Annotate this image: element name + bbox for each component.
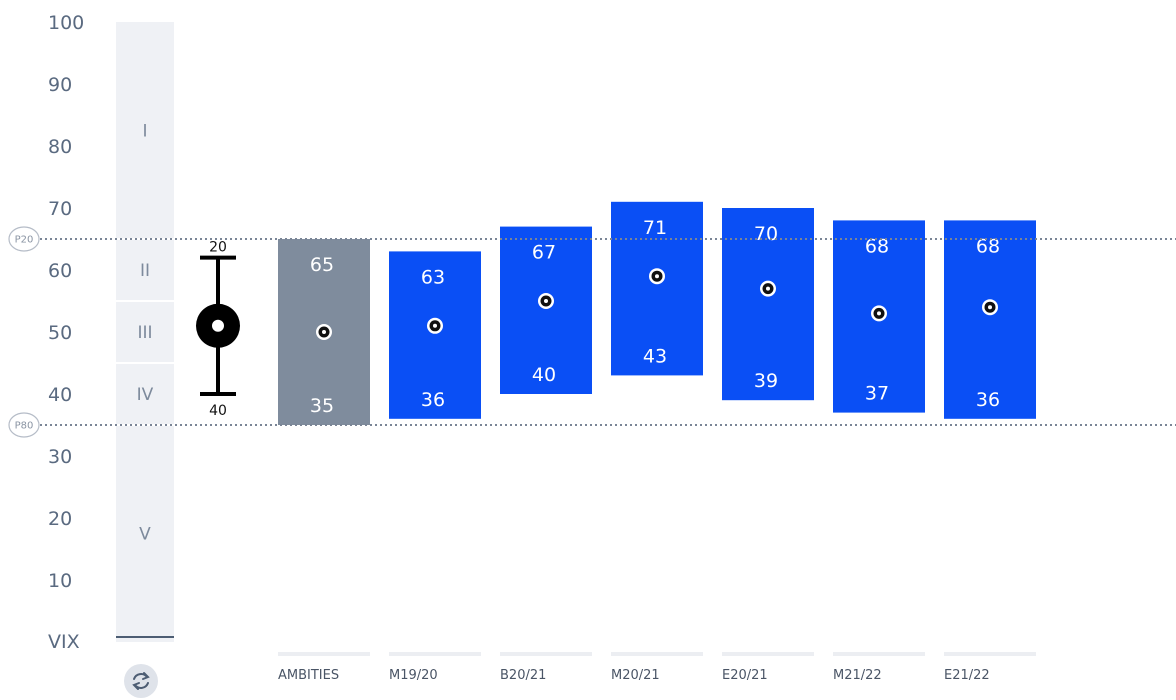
bar-high-label: 63 xyxy=(421,266,445,288)
bar-mid-marker-center xyxy=(655,274,659,279)
bar-B20/21 xyxy=(500,226,592,394)
band-4 xyxy=(116,363,174,425)
x-axis-labels: AMBITIES M19/20 B20/21 M20/21 E20/21 M21/22 E2… xyxy=(278,668,990,683)
x-tick-label: M21/22 xyxy=(833,668,882,683)
cat-baseline xyxy=(611,652,703,656)
bar-low-label: 40 xyxy=(532,364,556,386)
y-tick-label: 50 xyxy=(48,322,72,344)
bar-M19/20 xyxy=(389,251,481,419)
bar-high-label: 68 xyxy=(865,235,889,257)
bar-low-label: 39 xyxy=(754,370,778,392)
y-axis-ticks: 10 20 30 40 50 60 70 80 90 100 xyxy=(48,12,84,592)
x-tick-label: E20/21 xyxy=(722,668,768,683)
y-tick-label: 90 xyxy=(48,74,72,96)
cat-baseline xyxy=(833,652,925,656)
band-label: V xyxy=(139,525,151,545)
bar-mid-marker-center xyxy=(988,305,992,310)
cat-baseline xyxy=(278,652,370,656)
x-tick-label: E21/22 xyxy=(944,668,990,683)
y-tick-label: 70 xyxy=(48,198,72,220)
refresh-icon xyxy=(132,672,150,690)
band-label: IV xyxy=(137,385,154,405)
y-axis-label: VIX xyxy=(48,631,80,653)
cat-baseline xyxy=(500,652,592,656)
bar-mid-marker-center xyxy=(322,330,326,334)
cat-baseline xyxy=(944,652,1036,656)
bar-high-label: 65 xyxy=(310,254,334,276)
band-label: II xyxy=(140,261,150,281)
ambition-bottom-label: 40 xyxy=(209,403,227,419)
ref-badge-P80 xyxy=(8,412,40,438)
bar-M20/21 xyxy=(611,201,703,376)
bar-low-label: 43 xyxy=(643,345,667,367)
bar-mid-marker-center xyxy=(433,323,437,328)
bar-low-label: 37 xyxy=(865,383,889,405)
bar-E21/22 xyxy=(944,220,1036,419)
bar-high-label: 70 xyxy=(754,223,778,245)
refresh-button[interactable] xyxy=(124,664,158,698)
y-tick-label: 30 xyxy=(48,446,72,468)
x-tick-label: M19/20 xyxy=(389,668,438,683)
ref-badge-label: P80 xyxy=(15,421,34,432)
band-label: I xyxy=(142,122,147,142)
band-label: III xyxy=(137,323,152,343)
x-tick-label: B20/21 xyxy=(500,668,546,683)
cat-baseline xyxy=(722,652,814,656)
y-tick-label: 20 xyxy=(48,508,72,530)
bar-low-label: 36 xyxy=(976,389,1000,411)
ambition-mid-marker-center xyxy=(212,319,224,332)
bar-low-label: 35 xyxy=(310,395,334,417)
bar-mid-marker-center xyxy=(766,286,770,291)
y-tick-label: 60 xyxy=(48,260,72,282)
band-5 xyxy=(116,425,174,642)
bar-mid-marker-center xyxy=(544,299,548,303)
cat-baselines xyxy=(278,652,1036,656)
reference-lines: P20 P80 xyxy=(8,226,1176,438)
bar-E20/21 xyxy=(722,208,814,401)
y-tick-label: 80 xyxy=(48,136,72,158)
x-tick-label: M20/21 xyxy=(611,668,660,683)
ref-badge-label: P20 xyxy=(15,235,34,246)
bar-high-label: 67 xyxy=(532,242,556,264)
y-tick-label: 40 xyxy=(48,384,72,406)
bar-high-label: 68 xyxy=(976,235,1000,257)
band-1 xyxy=(116,22,174,239)
refresh-button-bg xyxy=(124,664,158,698)
ambition-top-label: 20 xyxy=(209,240,227,256)
y-tick-label: 100 xyxy=(48,12,84,34)
band-3 xyxy=(116,301,174,363)
x-tick-label: AMBITIES xyxy=(278,668,339,683)
ref-badge-P20 xyxy=(8,226,40,252)
bars: 65 35 63 36 67 40 71 43 70 39 68 37 68 36 xyxy=(278,201,1036,425)
bar-high-label: 71 xyxy=(643,217,667,239)
cat-baseline xyxy=(389,652,481,656)
y-tick-label: 10 xyxy=(48,570,72,592)
bar-mid-marker-center xyxy=(877,311,881,316)
bar-low-label: 36 xyxy=(421,389,445,411)
band-2 xyxy=(116,239,174,301)
